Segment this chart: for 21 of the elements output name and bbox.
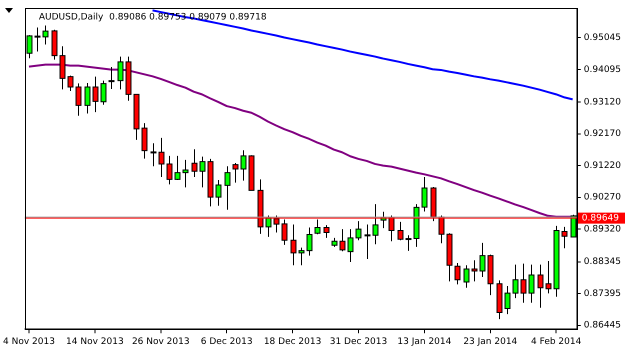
- x-tick-label: 6 Dec 2013: [200, 336, 253, 347]
- y-tick-label: 0.86445: [584, 320, 621, 331]
- x-tick-label: 23 Jan 2014: [463, 336, 518, 347]
- x-tick-label: 18 Dec 2013: [264, 336, 322, 347]
- y-tick-label: 0.93120: [584, 97, 622, 108]
- x-tick-label: 26 Nov 2013: [132, 336, 190, 347]
- y-tick-label: 0.89320: [584, 224, 622, 235]
- y-tick-label: 0.91220: [584, 160, 622, 171]
- x-tick-label: 13 Jan 2014: [397, 336, 452, 347]
- y-tick-label: 0.92170: [584, 129, 622, 140]
- y-tick-label: 0.88345: [584, 257, 621, 268]
- x-tick-label: 14 Nov 2013: [66, 336, 124, 347]
- text: AUDUSD,Daily 0.89086 0.89753 0.89079 0.89718: [38, 12, 267, 23]
- y-tick-label: 0.87395: [584, 288, 621, 299]
- x-tick-label: 4 Feb 2014: [531, 336, 582, 347]
- y-tick-label: 0.95045: [584, 33, 621, 44]
- ref-line-label: 0.89649: [582, 214, 620, 224]
- x-tick-label: 31 Dec 2013: [330, 336, 388, 347]
- x-tick-label: 4 Nov 2013: [3, 336, 55, 347]
- y-tick-label: 0.94095: [584, 64, 621, 75]
- y-tick-label: 0.90270: [584, 192, 622, 203]
